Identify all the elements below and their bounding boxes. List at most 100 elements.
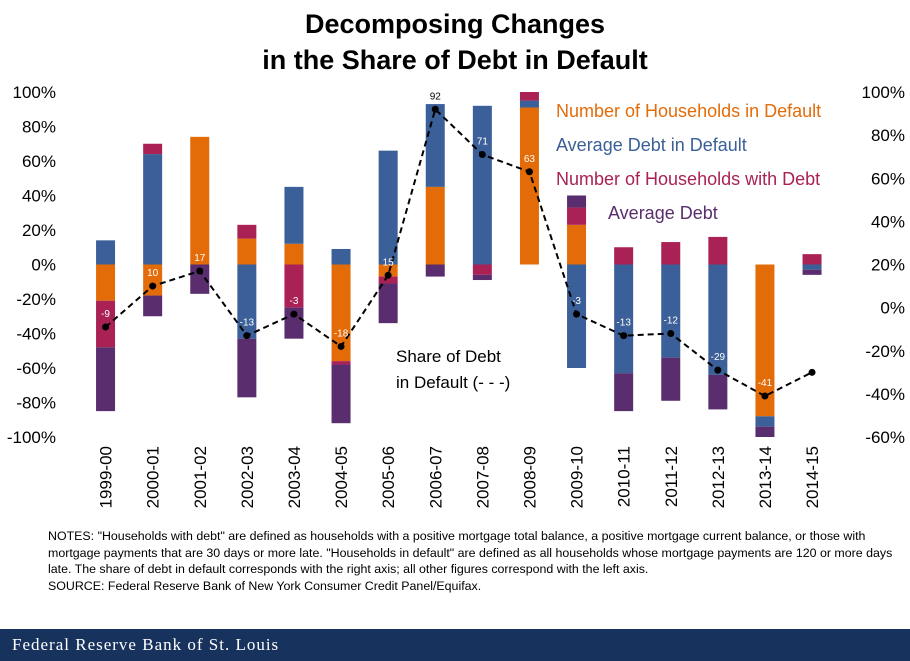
line-point <box>620 332 628 340</box>
category-label: 2000-01 <box>144 446 163 508</box>
title-line-2: in the Share of Debt in Default <box>262 45 648 75</box>
line-point <box>573 310 581 318</box>
legend-entry: Number of Households with Debt <box>556 169 820 189</box>
bar-segment <box>237 238 257 265</box>
right-tick-label: 0% <box>880 299 905 318</box>
bar-segment <box>425 104 445 187</box>
bar-segment <box>190 264 210 294</box>
line-point <box>478 151 486 159</box>
bar-segment <box>802 254 822 265</box>
bar-segment <box>519 107 539 265</box>
category-label: 2007-08 <box>473 446 492 508</box>
line-point <box>102 323 110 331</box>
left-tick-label: -20% <box>16 290 56 309</box>
right-tick-label: -20% <box>865 342 905 361</box>
category-label: 2012-13 <box>709 446 728 508</box>
bar-segment <box>237 264 257 339</box>
share-of-debt-line <box>104 107 813 398</box>
right-tick-label: 20% <box>871 256 905 275</box>
bar-segment <box>425 186 445 265</box>
right-tick-label: 40% <box>871 212 905 231</box>
bar-segment <box>708 264 728 375</box>
right-tick-label: -60% <box>865 428 905 447</box>
notes-block: NOTES: "Households with debt" are define… <box>48 528 898 594</box>
right-tick-label: 60% <box>871 169 905 188</box>
category-label: 2004-05 <box>332 446 351 508</box>
line-point <box>761 392 769 400</box>
bar-segment <box>237 338 257 398</box>
line-value-label: 71 <box>477 137 489 148</box>
line-point <box>384 271 392 279</box>
category-label: 2002-03 <box>238 446 257 508</box>
right-tick-label: 100% <box>862 83 905 102</box>
line-point <box>667 330 675 337</box>
bar-segment <box>614 373 634 412</box>
category-label: 2011-12 <box>662 446 681 507</box>
bar-segment <box>331 364 351 424</box>
line-annotation: Share of Debt <box>396 347 501 366</box>
bar-segment <box>661 264 681 358</box>
chart-title: Decomposing Changes in the Share of Debt… <box>0 6 910 78</box>
line-point <box>243 332 251 340</box>
bar-segment <box>567 224 587 265</box>
bar-segment <box>755 416 775 427</box>
category-label: 2001-02 <box>191 446 210 508</box>
line-value-label: -3 <box>572 296 581 307</box>
line-point <box>290 310 298 318</box>
bar-segment <box>378 276 398 284</box>
legend-entry: Number of Households in Default <box>556 101 821 121</box>
bar-segment <box>284 264 304 308</box>
bar-segment <box>331 264 351 362</box>
category-label: 2008-09 <box>520 446 539 508</box>
bar-segment <box>567 195 587 208</box>
bar-segment <box>96 240 116 265</box>
line-point <box>337 342 345 350</box>
line-value-label: -29 <box>711 352 726 363</box>
legend-entry: Average Debt in Default <box>556 135 747 155</box>
line-point <box>431 105 439 113</box>
category-label: 2010-11 <box>615 446 634 507</box>
category-label: 1999-00 <box>97 446 116 508</box>
left-tick-label: -100% <box>7 428 56 447</box>
line-value-label: -18 <box>334 328 349 339</box>
line-value-label: -12 <box>664 316 679 327</box>
bar-segment <box>708 236 728 265</box>
line-point <box>149 282 157 290</box>
bar-segment <box>425 264 445 277</box>
left-tick-label: 80% <box>22 118 56 137</box>
bar-segment <box>755 426 775 437</box>
bar-segment <box>143 295 163 317</box>
bar-segment <box>614 247 634 265</box>
bar-segment <box>661 357 681 401</box>
bar-segment <box>802 264 822 270</box>
bar-segment <box>519 100 539 108</box>
bar-segment <box>284 243 304 265</box>
footer-brand: Federal Reserve Bank of St. Louis <box>12 635 280 654</box>
line-point <box>196 267 204 275</box>
left-tick-label: 0% <box>31 256 56 275</box>
category-label: 2013-14 <box>756 446 775 508</box>
bar-segment <box>331 361 351 365</box>
left-tick-label: 40% <box>22 187 56 206</box>
notes-text: NOTES: "Households with debt" are define… <box>48 529 893 576</box>
bar-segment <box>331 248 351 265</box>
line-value-label: -30 <box>805 354 820 365</box>
bar-segment <box>472 105 492 265</box>
bar-segment <box>143 264 163 296</box>
left-tick-label: -40% <box>16 325 56 344</box>
line-value-label: 63 <box>524 154 536 165</box>
left-tick-label: 20% <box>22 221 56 240</box>
footer-bar: Federal Reserve Bank of St. Louis <box>0 629 910 661</box>
left-tick-label: 60% <box>22 152 56 171</box>
line-value-label: 15 <box>383 257 395 268</box>
left-tick-label: -80% <box>16 394 56 413</box>
bar-segment <box>567 207 587 225</box>
right-tick-label: -40% <box>865 385 905 404</box>
bar-segment <box>708 374 728 410</box>
bar-segment <box>378 150 398 265</box>
line-value-label: -13 <box>616 318 631 329</box>
line-value-label: 92 <box>430 91 442 102</box>
bar-segment <box>190 136 210 265</box>
bar-segment <box>96 264 116 301</box>
source-text: SOURCE: Federal Reserve Bank of New York… <box>48 578 482 593</box>
